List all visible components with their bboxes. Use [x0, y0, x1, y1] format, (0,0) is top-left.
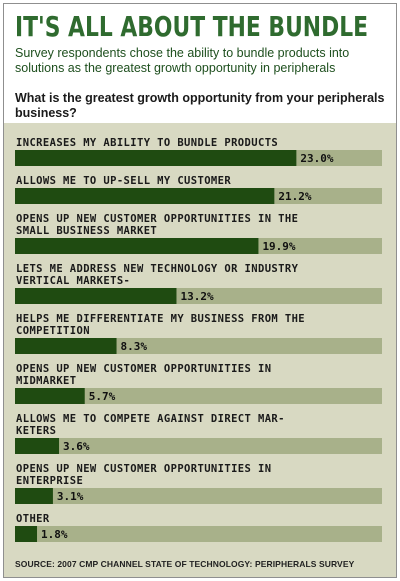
category-label: MIDMARKET	[16, 375, 77, 387]
bar-track	[15, 388, 382, 404]
category-label: COMPETITION	[16, 325, 90, 337]
category-label: ALLOWS ME TO COMPETE AGAINST DIRECT MAR-	[16, 413, 285, 425]
chart-frame: IT'S ALL ABOUT THE BUNDLE Survey respond…	[3, 3, 397, 578]
chart-header: IT'S ALL ABOUT THE BUNDLE Survey respond…	[4, 4, 396, 123]
value-label: 21.2%	[278, 190, 311, 203]
bar-track	[15, 438, 382, 454]
chart-panel: INCREASES MY ABILITY TO BUNDLE PRODUCTS 2…	[4, 123, 396, 577]
bar-track	[15, 526, 382, 542]
value-label: 19.9%	[262, 240, 295, 253]
chart-title: IT'S ALL ABOUT THE BUNDLE	[15, 10, 369, 43]
chart-subtitle: Survey respondents chose the ability to …	[15, 46, 350, 75]
bar	[15, 238, 259, 254]
value-label: 5.7%	[89, 390, 116, 403]
category-label: OTHER	[16, 513, 50, 525]
bar	[15, 488, 53, 504]
value-label: 8.3%	[121, 340, 148, 353]
category-label: LETS ME ADDRESS NEW TECHNOLOGY OR INDUST…	[16, 263, 299, 275]
category-label: HELPS ME DIFFERENTIATE MY BUSINESS FROM …	[16, 313, 305, 325]
value-label: 23.0%	[300, 152, 333, 165]
value-label: 3.1%	[57, 490, 84, 503]
bar	[15, 150, 297, 166]
bar	[15, 438, 60, 454]
survey-question: What is the greatest growth opportunity …	[15, 91, 385, 120]
bar	[15, 388, 85, 404]
category-label: OPENS UP NEW CUSTOMER OPPORTUNITIES IN T…	[16, 213, 298, 225]
category-label: ALLOWS ME TO UP-SELL MY CUSTOMER	[16, 175, 231, 187]
value-label: 13.2%	[180, 290, 213, 303]
category-label: SMALL BUSINESS MARKET	[16, 225, 157, 237]
category-label: OPENS UP NEW CUSTOMER OPPORTUNITIES IN	[16, 363, 271, 375]
bar	[15, 526, 38, 542]
category-label: VERTICAL MARKETS-	[16, 275, 130, 287]
category-label: OPENS UP NEW CUSTOMER OPPORTUNITIES IN	[16, 463, 271, 475]
category-label: KETERS	[16, 425, 56, 437]
bar-track	[15, 488, 382, 504]
category-label: ENTERPRISE	[16, 475, 83, 487]
source-note: SOURCE: 2007 CMP CHANNEL STATE OF TECHNO…	[15, 559, 355, 569]
bar	[15, 188, 275, 204]
value-label: 3.6%	[63, 440, 90, 453]
bar	[15, 338, 117, 354]
bar	[15, 288, 177, 304]
bar-chart: INCREASES MY ABILITY TO BUNDLE PRODUCTS 2…	[15, 137, 382, 542]
category-label: INCREASES MY ABILITY TO BUNDLE PRODUCTS	[16, 137, 278, 149]
value-label: 1.8%	[41, 528, 68, 541]
